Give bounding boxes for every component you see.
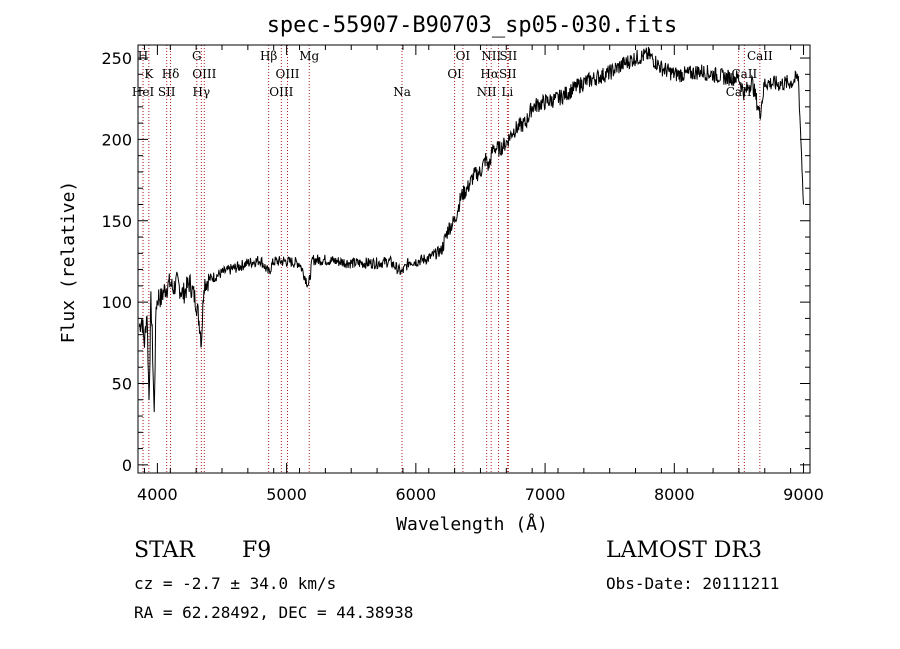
y-axis-label: Flux (relative) [58, 181, 79, 344]
line-label-14: OI [447, 67, 462, 81]
line-label-3: SII [158, 85, 176, 99]
y-tick-label-1: 50 [112, 374, 132, 393]
line-label-10: OIII [269, 85, 293, 99]
x-tick-label-3: 7000 [525, 485, 566, 504]
line-label-16: SII [500, 49, 518, 63]
coordinates: RA = 62.28492, DEC = 44.38938 [134, 603, 414, 622]
line-label-5: G [192, 49, 202, 63]
line-label-18: NII [477, 85, 497, 99]
survey-name: LAMOST DR3 [606, 538, 762, 563]
subclass: F9 [242, 538, 272, 563]
x-tick-label-1: 5000 [266, 485, 307, 504]
line-label-19: Li [501, 85, 513, 99]
obs-date: Obs-Date: 20111211 [606, 574, 780, 593]
object-class: STAR [134, 538, 195, 563]
x-axis-label: Wavelength (Å) [396, 513, 548, 535]
line-label-11: Mg [299, 49, 319, 63]
y-tick-label-0: 0 [122, 456, 132, 475]
x-tick-label-4: 8000 [654, 485, 695, 504]
plot-frame [137, 44, 811, 474]
spectrum-series-line [138, 46, 804, 413]
line-label-1: K [144, 67, 154, 81]
line-label-9: OIII [275, 67, 299, 81]
line-label-15: NII [481, 49, 501, 63]
line-label-8: Hβ [260, 49, 277, 63]
x-tick-label-0: 4000 [137, 485, 178, 504]
line-label-0: H [138, 49, 148, 63]
line-label-20: CaII [747, 49, 773, 63]
line-label-7: Hγ [193, 85, 211, 99]
redshift-readout: cz = -2.7 ± 34.0 km/s [134, 574, 337, 593]
line-label-13: OI [456, 49, 471, 63]
y-tick-label-5: 250 [101, 49, 132, 68]
line-label-17: HαSII [480, 67, 517, 81]
y-tick-label-3: 150 [101, 212, 132, 231]
y-tick-label-2: 100 [101, 293, 132, 312]
y-tick-label-4: 200 [101, 130, 132, 149]
line-label-2: HeI [132, 85, 155, 99]
line-label-6: OIII [192, 67, 216, 81]
x-tick-label-2: 6000 [395, 485, 436, 504]
line-label-12: Na [393, 85, 411, 99]
axis-ticks: 4000 5000 6000 7000 8000 9000 0 50 100 150 200 250 [101, 45, 824, 504]
line-label-4: Hδ [162, 67, 180, 81]
x-tick-label-5: 9000 [783, 485, 824, 504]
chart-title: spec-55907-B90703_sp05-030.fits [267, 13, 678, 38]
